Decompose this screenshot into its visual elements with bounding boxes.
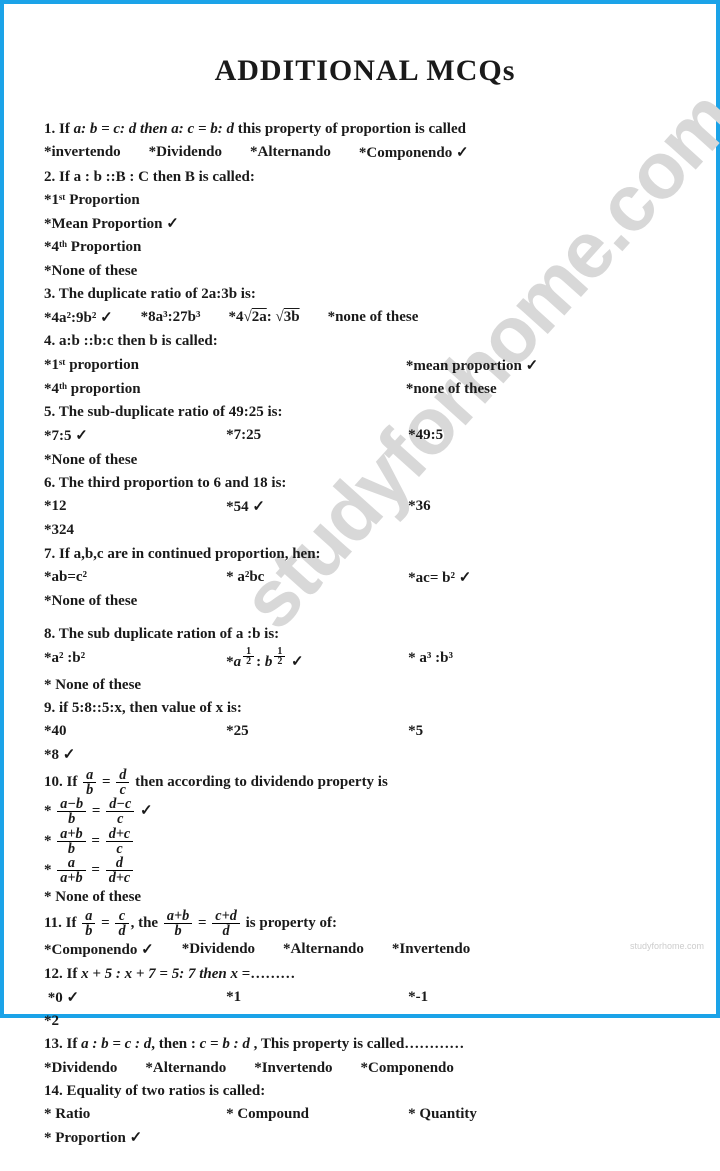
check-icon: ✓ [166, 215, 179, 232]
question-9: 9. if 5:8::5:x, then value of x is: [44, 697, 686, 720]
option: *49:5 [408, 424, 562, 448]
options-12: *0 ✓ *1 *-1 *2 [44, 986, 686, 1034]
check-icon: ✓ [252, 498, 265, 515]
options-3: *4a²:9b² ✓ *8a³:27b³ *4√2a: √3b *none of… [44, 306, 686, 330]
option: *2 [44, 1010, 198, 1033]
option: * aa+b = dd+c [44, 856, 352, 886]
option: *mean proportion ✓ [406, 354, 538, 378]
option: *invertendo [44, 141, 121, 165]
option: *36 [408, 495, 562, 519]
question-2: 2. If a : b ::B : C then B is called: [44, 166, 686, 189]
option: *0 ✓ [44, 986, 198, 1010]
options-4: *1ˢᵗ proportion *mean proportion ✓ *4ᵗʰ … [44, 354, 686, 402]
check-icon: ✓ [100, 309, 113, 326]
option: *Invertendo [254, 1057, 332, 1080]
option: *Dividendo [149, 141, 222, 165]
question-14: 14. Equality of two ratios is called: [44, 1080, 686, 1103]
question-1: 1. If a: b = c: d then a: c = b: d this … [44, 118, 686, 141]
options-13: *Dividendo *Alternando *Invertendo *Comp… [44, 1057, 686, 1080]
option: *a12: b12 ✓ [226, 647, 380, 674]
option: *Dividendo [44, 1057, 117, 1080]
option: *7:5 ✓ [44, 424, 198, 448]
check-icon: ✓ [130, 1129, 143, 1146]
options-14: * Ratio * Compound * Quantity * Proporti… [44, 1103, 686, 1151]
option: *7:25 [226, 424, 380, 448]
options-6: *12 *54 ✓ *36 *324 [44, 495, 686, 543]
option: *8 ✓ [44, 743, 198, 767]
option: * Quantity [408, 1103, 562, 1126]
option: *ac= b² ✓ [408, 566, 562, 590]
document-content: ADDITIONAL MCQs 1. If a: b = c: d then a… [44, 54, 686, 1151]
option: * a−bb = d−cc ✓ [44, 797, 352, 827]
option: *4√2a: √3b [229, 306, 300, 330]
check-icon: ✓ [526, 357, 539, 374]
option: *8a³:27b³ [141, 306, 201, 330]
page-title: ADDITIONAL MCQs [44, 54, 686, 88]
option: *Alternando [250, 141, 331, 165]
option: *ab=c² [44, 566, 198, 590]
option: *4a²:9b² ✓ [44, 306, 113, 330]
options-1: *invertendo *Dividendo *Alternando *Comp… [44, 141, 686, 165]
option: *Componendo ✓ [44, 938, 154, 962]
option: *1 [226, 986, 380, 1010]
option: *None of these [44, 590, 198, 613]
option: * None of these [44, 674, 198, 697]
check-icon: ✓ [140, 802, 153, 819]
question-7: 7. If a,b,c are in continued proportion,… [44, 543, 686, 566]
option: *54 ✓ [226, 495, 380, 519]
option: *Alternando [145, 1057, 226, 1080]
options-7: *ab=c² * a²bc *ac= b² ✓ *None of these [44, 566, 686, 614]
option: *Invertendo [392, 938, 470, 962]
option: *5 [408, 720, 562, 743]
option: * Ratio [44, 1103, 198, 1126]
option: *12 [44, 495, 198, 519]
question-6: 6. The third proportion to 6 and 18 is: [44, 472, 686, 495]
option: *None of these [44, 260, 352, 283]
option: *none of these [406, 378, 497, 401]
question-13: 13. If a : b = c : d, then : c = b : d ,… [44, 1033, 686, 1056]
option: *-1 [408, 986, 562, 1010]
option: * a³ :b³ [408, 647, 562, 674]
option: * Compound [226, 1103, 380, 1126]
options-2: *1ˢᵗ Proportion *Mean Proportion ✓ *4ᵗʰ … [44, 189, 686, 283]
option: *Dividendo [182, 938, 255, 962]
option: *a² :b² [44, 647, 198, 674]
check-icon: ✓ [291, 652, 304, 669]
option: * a²bc [226, 566, 380, 590]
question-12: 12. If x + 5 : x + 7 = 5: 7 then x =……… [44, 963, 686, 986]
options-8: *a² :b² *a12: b12 ✓ * a³ :b³ * None of t… [44, 647, 686, 697]
option: *25 [226, 720, 380, 743]
option: * a+bb = d+cc [44, 827, 352, 857]
question-8: 8. The sub duplicate ration of a :b is: [44, 623, 686, 646]
question-10: 10. If ab = dc then according to dividen… [44, 768, 686, 798]
option: *Mean Proportion ✓ [44, 212, 352, 236]
question-3: 3. The duplicate ratio of 2a:3b is: [44, 283, 686, 306]
question-11: 11. If ab = cd, the a+bb = c+dd is prope… [44, 909, 686, 939]
option: *40 [44, 720, 198, 743]
question-5: 5. The sub-duplicate ratio of 49:25 is: [44, 401, 686, 424]
question-4: 4. a:b ::b:c then b is called: [44, 330, 686, 353]
option: *Componendo ✓ [359, 141, 469, 165]
options-11: *Componendo ✓ *Dividendo *Alternando *In… [44, 938, 686, 962]
option: *None of these [44, 449, 198, 472]
option: * Proportion ✓ [44, 1126, 198, 1150]
options-10: * a−bb = d−cc ✓ * a+bb = d+cc * aa+b = d… [44, 797, 686, 909]
check-icon: ✓ [456, 144, 469, 161]
option: *1ˢᵗ proportion [44, 354, 378, 378]
check-icon: ✓ [459, 569, 472, 586]
option: *1ˢᵗ Proportion [44, 189, 352, 212]
check-icon: ✓ [141, 941, 154, 958]
option: *324 [44, 519, 198, 542]
option: *Componendo [361, 1057, 454, 1080]
check-icon: ✓ [75, 427, 88, 444]
option: *4ᵗʰ proportion [44, 378, 378, 401]
option: *none of these [328, 306, 419, 330]
option: *Alternando [283, 938, 364, 962]
check-icon: ✓ [67, 989, 80, 1006]
options-5: *7:5 ✓ *7:25 *49:5 *None of these [44, 424, 686, 472]
options-9: *40 *25 *5 *8 ✓ [44, 720, 686, 768]
option: * None of these [44, 886, 352, 909]
check-icon: ✓ [63, 746, 76, 763]
option: *4ᵗʰ Proportion [44, 236, 352, 259]
